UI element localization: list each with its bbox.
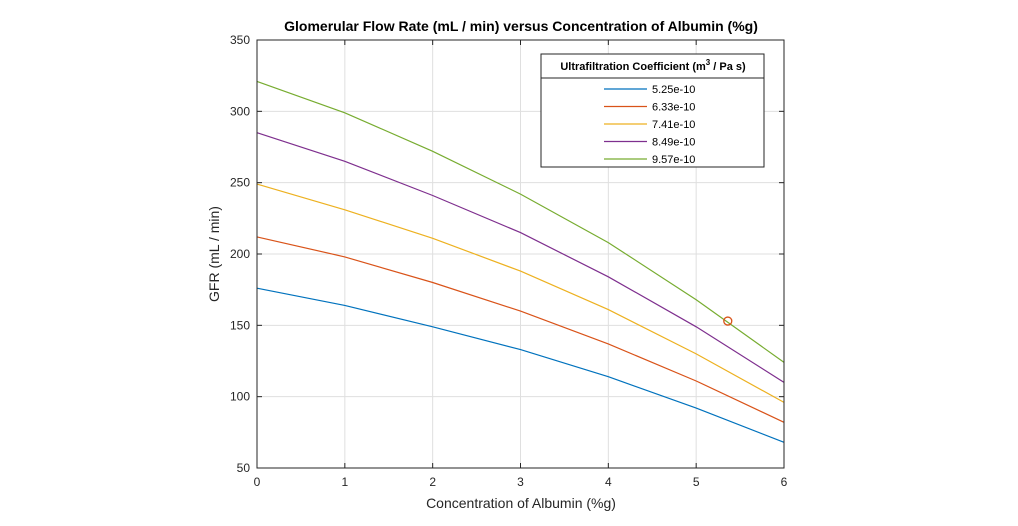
series-lines [256,80,785,443]
y-tick-label: 350 [230,33,250,47]
x-tick-label: 1 [341,475,348,489]
legend-label-3: 7.41e-10 [652,119,695,131]
tick-labels: 0 1 2 3 4 5 6 50 100 150 200 250 300 350 [230,33,788,489]
legend-title-prefix: Ultrafiltration Coefficient (m [560,61,706,73]
marker-layer [723,316,733,326]
legend-title: Ultrafiltration Coefficient (m3 / Pa s) [560,58,746,73]
legend-label-2: 6.33e-10 [652,102,695,114]
y-tick-label: 300 [230,104,250,118]
y-tick-label: 50 [237,461,251,475]
x-tick-label: 0 [254,475,261,489]
series-line-5 [256,80,785,363]
legend-box [540,53,765,168]
legend-label-1: 5.25e-10 [652,84,695,96]
legend-items: 5.25e-10 6.33e-10 7.41e-10 8.49e-10 9.57e-10 [604,84,695,166]
legend-title-sup: 3 [706,58,711,67]
legend: Ultrafiltration Coefficient (m3 / Pa s) … [540,53,765,168]
x-tick-label: 3 [517,475,524,489]
x-tick-label: 4 [605,475,612,489]
legend-title-suffix: / Pa s) [710,61,746,73]
selected-point-marker [723,316,733,326]
series-line-2 [256,236,785,423]
y-tick-label: 250 [230,176,250,190]
y-tick-label: 100 [230,390,250,404]
x-tick-label: 6 [781,475,788,489]
x-tick-label: 5 [693,475,700,489]
chart-title: Glomerular Flow Rate (mL / min) versus C… [284,18,758,34]
y-axis-label: GFR (mL / min) [206,206,222,302]
legend-label-4: 8.49e-10 [652,137,695,149]
series-line-4 [256,132,785,383]
x-axis-label: Concentration of Albumin (%g) [426,495,616,511]
y-tick-label: 200 [230,247,250,261]
y-tick-label: 150 [230,318,250,332]
legend-label-5: 9.57e-10 [652,154,695,166]
x-tick-label: 2 [429,475,436,489]
series-line-1 [256,287,785,443]
series-line-3 [256,183,785,403]
